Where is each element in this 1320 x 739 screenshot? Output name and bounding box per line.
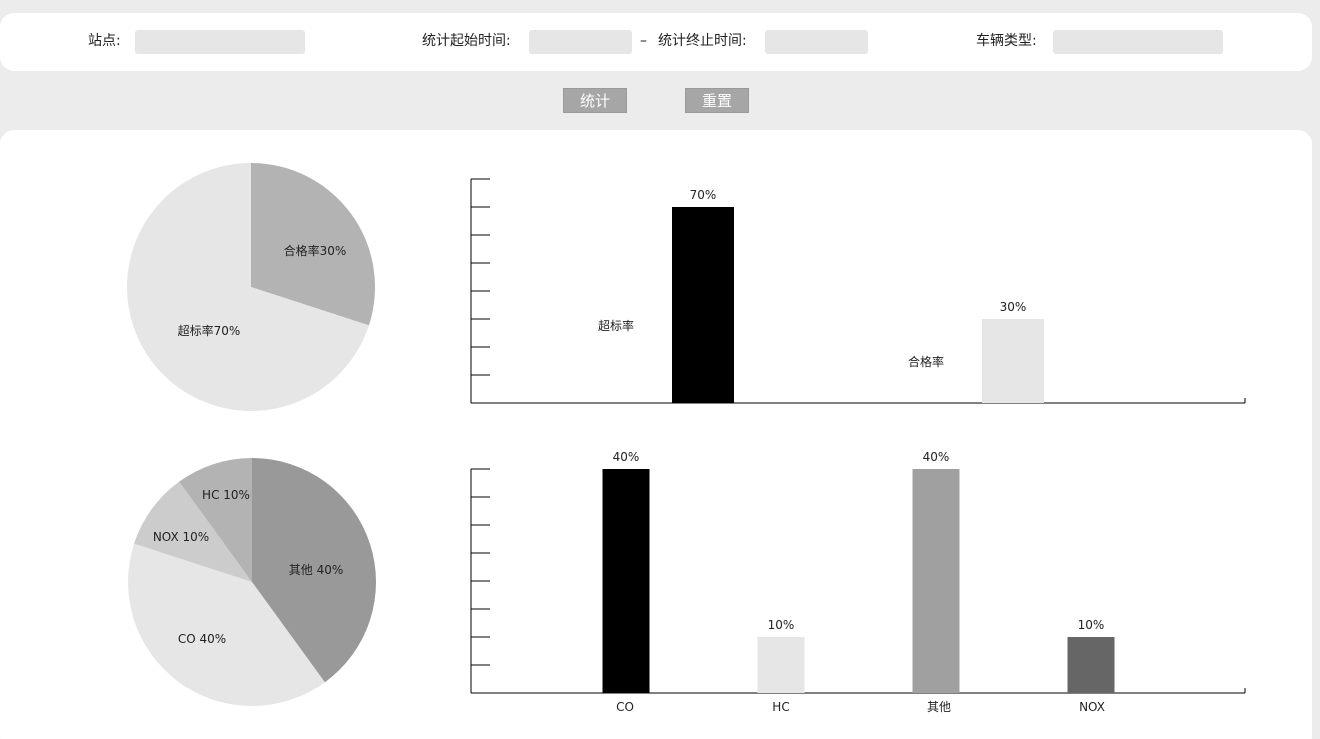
bar2-category-label: NOX	[1079, 700, 1105, 714]
bar2-category-label: HC	[772, 700, 789, 714]
pie2-slice	[252, 458, 377, 683]
vehicle-type-label: 车辆类型:	[976, 33, 1037, 49]
bar1-bar	[982, 319, 1044, 403]
pie1-slice-label: 超标率70%	[178, 323, 241, 338]
bar2-bar	[602, 469, 650, 693]
start-time-label: 统计起始时间:	[422, 33, 511, 49]
bar2-data-label: 10%	[768, 618, 795, 632]
start-time-input[interactable]	[529, 30, 632, 54]
stat-button[interactable]: 统计	[563, 88, 627, 113]
pie2-slice	[179, 458, 252, 582]
vehicle-type-input[interactable]	[1053, 30, 1223, 54]
pie1-slice	[126, 163, 369, 411]
bar2-bar	[912, 469, 960, 693]
bar2-data-label: 40%	[613, 450, 640, 464]
bar1-data-label: 70%	[690, 188, 717, 202]
bar1-bar	[672, 207, 734, 403]
pie1-slice	[251, 163, 375, 326]
bar2-bar	[757, 637, 805, 693]
pie2-slice-label: CO 40%	[178, 632, 226, 646]
bar2-category-label: 其他	[927, 700, 951, 714]
bar1-category-label: 合格率	[908, 354, 944, 369]
range-dash: –	[640, 33, 647, 49]
end-time-label: 统计终止时间:	[658, 33, 747, 49]
reset-button[interactable]: 重置	[685, 88, 749, 113]
bar1-data-label: 30%	[1000, 300, 1027, 314]
bar2-category-label: CO	[616, 700, 634, 714]
pie2-slice	[127, 543, 325, 707]
bar2-data-label: 10%	[1078, 618, 1105, 632]
station-label: 站点:	[88, 33, 121, 49]
pie2-slice-label: NOX 10%	[153, 530, 209, 544]
pie2-slice-label: 其他 40%	[289, 563, 344, 577]
pie2-slice-label: HC 10%	[202, 488, 250, 502]
pie1-slice-label: 合格率30%	[284, 243, 347, 258]
station-input[interactable]	[135, 30, 305, 54]
bar2-data-label: 40%	[923, 450, 950, 464]
pie2-slice	[134, 481, 252, 582]
end-time-input[interactable]	[765, 30, 868, 54]
bar2-bar	[1067, 637, 1115, 693]
bar1-category-label: 超标率	[598, 318, 634, 333]
